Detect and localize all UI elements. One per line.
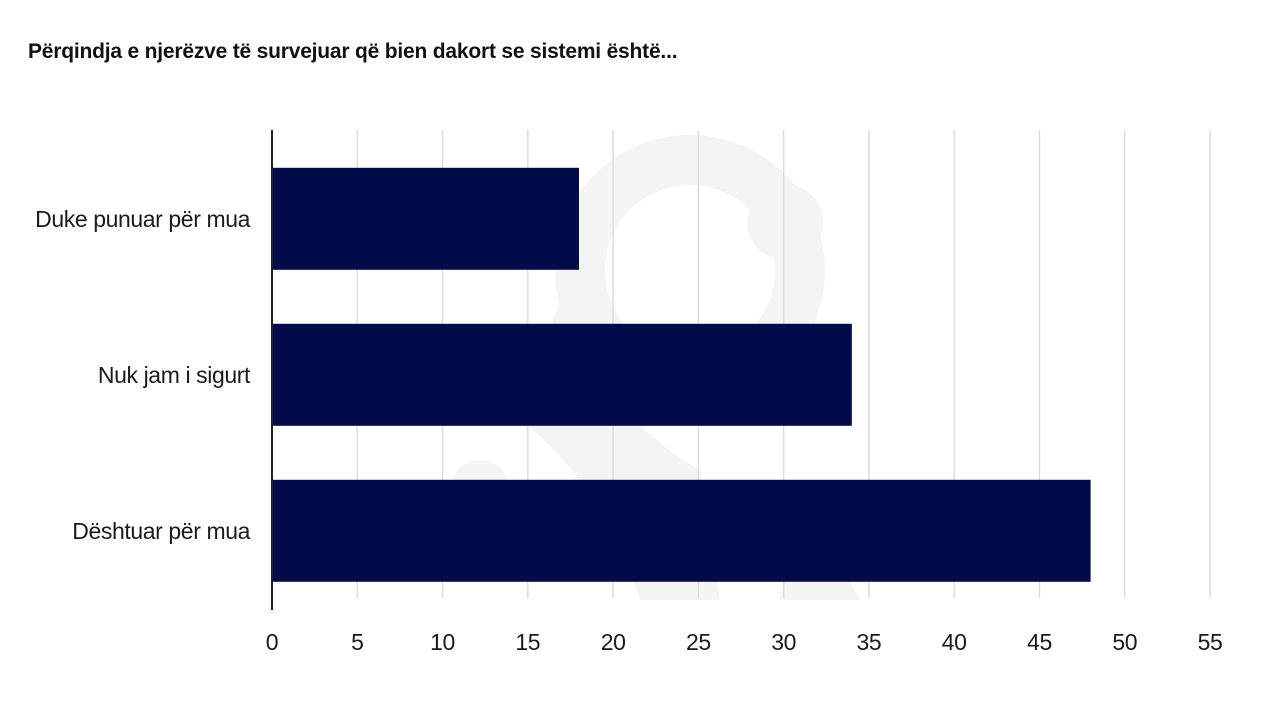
x-tick-label-45: 45 [1027,629,1052,655]
category-labels: Duke punuar për mua Nuk jam i sigurt Dësht… [35,206,251,544]
bar-1 [272,323,852,426]
bars [272,167,1091,582]
bar-0 [272,167,579,270]
category-label-2: Dështuar për mua [72,518,250,544]
category-label-1: Nuk jam i sigurt [98,362,251,388]
x-tick-label-0: 0 [266,629,278,655]
x-tick-label-50: 50 [1112,629,1137,655]
bar-2 [272,479,1091,582]
x-tick-label-15: 15 [515,629,540,655]
x-tick-label-35: 35 [857,629,882,655]
category-label-0: Duke punuar për mua [35,206,250,232]
x-tick-label-20: 20 [601,629,626,655]
x-tick-labels: 0 5 10 15 20 25 30 35 40 45 50 55 [266,629,1223,655]
x-tick-label-30: 30 [771,629,796,655]
chart-title: Përqindja e njerëzve të survejuar që bie… [28,40,678,63]
x-tick-label-5: 5 [351,629,363,655]
x-tick-label-55: 55 [1198,629,1223,655]
x-tick-label-25: 25 [686,629,711,655]
x-tick-label-10: 10 [430,629,455,655]
x-tick-label-40: 40 [942,629,967,655]
